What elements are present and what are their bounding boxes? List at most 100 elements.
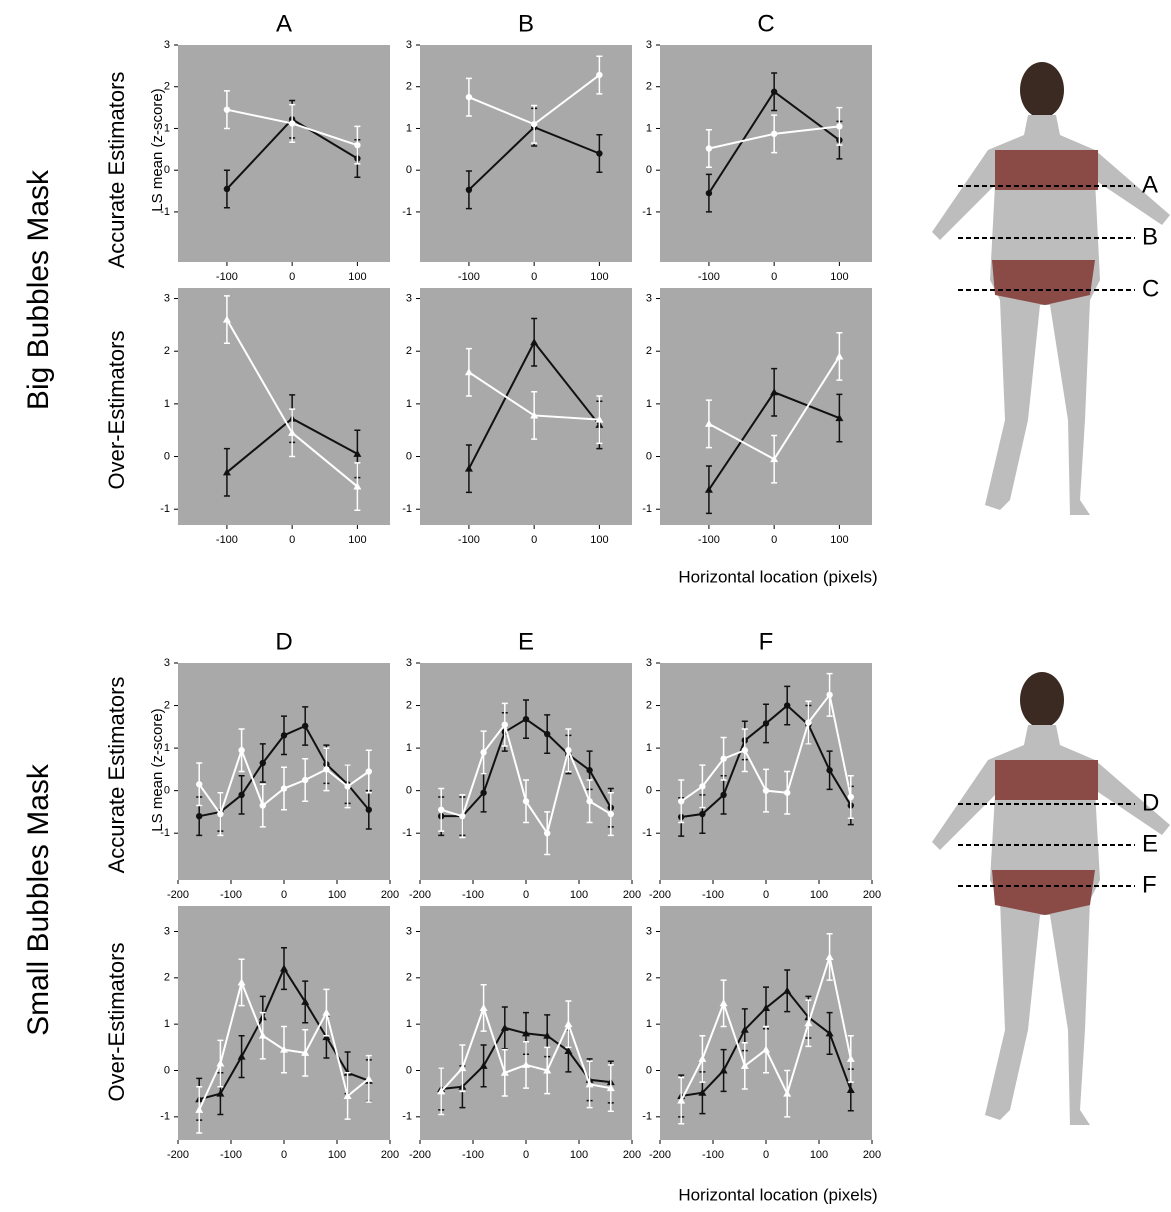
data-point (762, 1045, 770, 1053)
data-point (301, 997, 310, 1005)
y-tick-label: 0 (646, 164, 652, 176)
plot-background (178, 906, 390, 1140)
data-point (704, 485, 713, 493)
y-tick-label: 3 (646, 657, 652, 669)
x-tick-label: -100 (462, 889, 484, 901)
y-tick-label: 0 (406, 1064, 412, 1076)
y-tick-label: 1 (646, 122, 652, 134)
data-point (237, 1052, 246, 1060)
data-point (259, 759, 266, 767)
data-point (846, 1085, 855, 1093)
x-tick-label: 0 (281, 889, 287, 901)
data-point (465, 186, 473, 194)
y-axis-label: LS mean (z-score) (149, 88, 166, 211)
data-point (770, 388, 779, 396)
data-point (705, 145, 713, 152)
panel-title: C (757, 10, 774, 37)
y-tick-label: -1 (402, 206, 412, 218)
data-point (464, 368, 473, 376)
y-tick-label: 3 (164, 292, 170, 304)
data-point (762, 787, 770, 794)
panel: C -1 0 1 2 3 -100 0 100 (642, 10, 872, 283)
data-point (784, 702, 791, 709)
body-label: D (1142, 789, 1159, 816)
y-tick-label: 0 (646, 785, 652, 797)
y-tick-label: 2 (406, 345, 412, 357)
data-point (544, 829, 551, 837)
y-tick-label: 1 (406, 742, 412, 754)
data-point (223, 106, 231, 113)
cut-lines (958, 185, 1135, 887)
y-tick-label: -1 (642, 827, 652, 839)
data-point (500, 1023, 509, 1031)
y-tick-label: 3 (406, 292, 412, 304)
y-tick-label: -1 (402, 503, 412, 515)
data-point (825, 1029, 834, 1037)
y-tick-label: 0 (406, 450, 412, 462)
y-tick-label: 1 (406, 122, 412, 134)
x-tick-label: 0 (771, 534, 777, 546)
y-tick-label: -1 (160, 1111, 170, 1123)
x-tick-label: 100 (348, 271, 366, 283)
data-point (217, 810, 224, 818)
data-point (835, 414, 844, 422)
data-point (826, 767, 833, 774)
data-point (720, 791, 727, 799)
data-point (479, 1003, 488, 1011)
x-tick-label: 0 (531, 534, 537, 546)
x-axis-label: Horizontal location (pixels) (678, 567, 877, 586)
data-point (564, 1047, 573, 1055)
y-tick-label: -1 (642, 1111, 652, 1123)
x-tick-label: -200 (409, 1149, 431, 1161)
data-point (585, 1080, 594, 1088)
x-tick-label: 100 (570, 1149, 588, 1161)
data-point (770, 130, 778, 138)
x-tick-label: 0 (523, 1149, 529, 1161)
data-point (770, 455, 779, 463)
data-point (322, 1008, 331, 1016)
x-tick-label: -100 (216, 271, 238, 283)
data-point (586, 798, 593, 805)
y-tick-label: 1 (646, 398, 652, 410)
data-point (288, 428, 297, 436)
x-tick-label: -100 (216, 534, 238, 546)
body-label: F (1142, 871, 1157, 898)
body-label: C (1142, 275, 1159, 302)
x-tick-label: 200 (381, 889, 399, 901)
data-point (530, 121, 538, 128)
data-point (836, 123, 843, 130)
panel: F -1 0 1 2 3 -200 -100 0 100 200 (642, 628, 881, 901)
x-tick-label: -100 (702, 889, 724, 901)
y-tick-label: 0 (164, 450, 170, 462)
x-tick-label: 100 (590, 534, 608, 546)
data-point (364, 1074, 373, 1082)
row-label: Over-Estimators (104, 943, 129, 1102)
y-tick-label: 1 (164, 742, 170, 754)
data-point (564, 1020, 573, 1028)
data-point (847, 793, 854, 801)
y-tick-label: 2 (646, 81, 652, 93)
panel: -1 0 1 2 3 -200 -100 0 100 200 (160, 906, 399, 1161)
data-point (805, 719, 812, 726)
x-tick-label: 100 (830, 271, 848, 283)
data-point (353, 449, 362, 457)
plot-background (660, 288, 872, 525)
data-point (677, 1096, 686, 1104)
data-point (762, 1003, 770, 1011)
data-point (678, 798, 685, 805)
y-tick-label: 2 (406, 699, 412, 711)
x-tick-label: -100 (702, 1149, 724, 1161)
x-tick-label: 0 (763, 1149, 769, 1161)
data-point (596, 71, 603, 79)
x-tick-label: 100 (570, 889, 588, 901)
data-point (501, 721, 508, 728)
data-point (699, 810, 706, 818)
section-label: Small Bubbles Mask (22, 763, 55, 1036)
x-tick-label: -200 (409, 889, 431, 901)
panel: -1 0 1 2 3 -200 -100 0 100 200 (642, 906, 881, 1161)
y-tick-label: 0 (406, 785, 412, 797)
y-tick-label: 3 (406, 925, 412, 937)
data-point (740, 1061, 749, 1069)
y-tick-label: 2 (164, 345, 170, 357)
x-tick-label: -100 (458, 534, 480, 546)
